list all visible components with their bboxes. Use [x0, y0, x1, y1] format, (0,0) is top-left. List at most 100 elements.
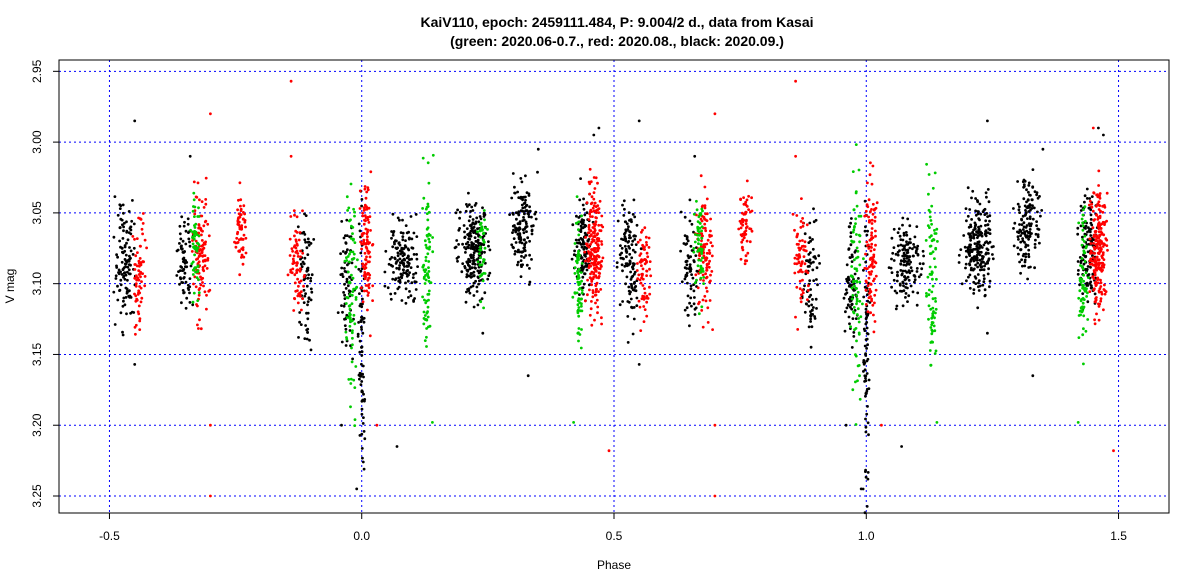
data-point: [1083, 260, 1087, 263]
data-point: [1019, 271, 1022, 275]
data-point: [865, 321, 869, 324]
data-point: [391, 264, 394, 268]
data-point: [1023, 241, 1026, 244]
data-point: [193, 266, 197, 270]
data-point: [901, 280, 905, 284]
data-point: [711, 328, 714, 331]
data-point: [856, 255, 860, 259]
data-point: [350, 258, 354, 261]
data-point: [902, 284, 905, 288]
data-point: [638, 305, 642, 309]
data-point: [645, 269, 648, 273]
data-point: [1103, 283, 1106, 287]
data-point: [297, 238, 301, 242]
data-point: [915, 270, 919, 273]
data-point: [1018, 228, 1022, 232]
data-point: [193, 215, 196, 219]
data-point: [699, 266, 703, 269]
data-point: [592, 271, 596, 274]
data-point: [689, 269, 692, 273]
data-point: [479, 300, 483, 304]
data-point: [864, 417, 867, 421]
data-point: [931, 297, 935, 301]
data-point: [905, 243, 909, 246]
data-point: [896, 253, 900, 257]
data-point: [902, 231, 906, 235]
data-point: [1097, 227, 1101, 231]
data-point: [847, 297, 851, 301]
data-point: [979, 250, 983, 254]
data-point: [642, 320, 646, 323]
data-point: [692, 302, 696, 306]
data-point: [528, 280, 532, 284]
data-point: [631, 332, 635, 336]
data-point: [1022, 252, 1026, 256]
data-point: [201, 266, 205, 269]
data-point: [1089, 242, 1093, 245]
data-point: [1081, 309, 1085, 312]
data-point: [893, 289, 897, 293]
data-point: [976, 306, 980, 310]
data-point: [1088, 197, 1092, 200]
data-point: [239, 198, 243, 202]
data-point: [368, 255, 372, 259]
data-point: [1020, 223, 1024, 227]
data-point: [1029, 193, 1032, 197]
data-point: [342, 291, 345, 294]
data-point: [366, 249, 370, 253]
data-point: [642, 297, 646, 301]
data-point: [843, 329, 847, 333]
data-point: [478, 215, 482, 218]
data-point: [1079, 209, 1083, 212]
data-point: [362, 274, 366, 277]
data-point: [116, 298, 120, 302]
data-point: [576, 299, 580, 303]
data-point: [814, 297, 818, 301]
data-point: [349, 382, 353, 385]
data-point: [620, 251, 623, 255]
data-point: [186, 222, 190, 226]
data-point: [404, 301, 408, 305]
data-point: [700, 232, 704, 236]
data-point: [582, 207, 586, 211]
data-point: [134, 332, 137, 336]
data-point: [593, 249, 596, 253]
data-point: [700, 309, 704, 312]
data-point: [305, 284, 309, 288]
data-point: [685, 237, 689, 241]
data-point: [869, 210, 872, 214]
data-point: [1021, 228, 1025, 231]
data-point: [873, 277, 876, 281]
data-point: [864, 288, 868, 292]
data-point: [747, 208, 750, 212]
data-point: [428, 240, 431, 244]
data-point: [116, 284, 119, 288]
data-point: [455, 239, 459, 242]
data-point: [1078, 289, 1082, 293]
data-point: [393, 242, 396, 246]
data-point: [933, 232, 937, 235]
data-point: [193, 253, 197, 257]
data-point: [344, 330, 348, 334]
data-point: [582, 247, 586, 251]
data-point: [892, 278, 896, 282]
data-point: [516, 190, 519, 194]
data-point: [345, 336, 348, 339]
data-point: [398, 249, 402, 253]
data-point: [703, 217, 706, 221]
data-point: [858, 280, 862, 284]
data-point: [1100, 231, 1104, 235]
data-point: [933, 329, 937, 333]
data-point: [706, 306, 710, 310]
data-point: [628, 292, 632, 296]
data-point: [416, 265, 419, 268]
data-point: [207, 234, 211, 238]
data-point: [630, 284, 633, 288]
data-point: [862, 327, 866, 331]
data-point: [1028, 235, 1031, 239]
data-point: [620, 263, 624, 267]
data-point: [637, 273, 641, 277]
data-point: [747, 194, 750, 198]
data-point: [851, 294, 855, 297]
data-point: [1016, 235, 1020, 239]
